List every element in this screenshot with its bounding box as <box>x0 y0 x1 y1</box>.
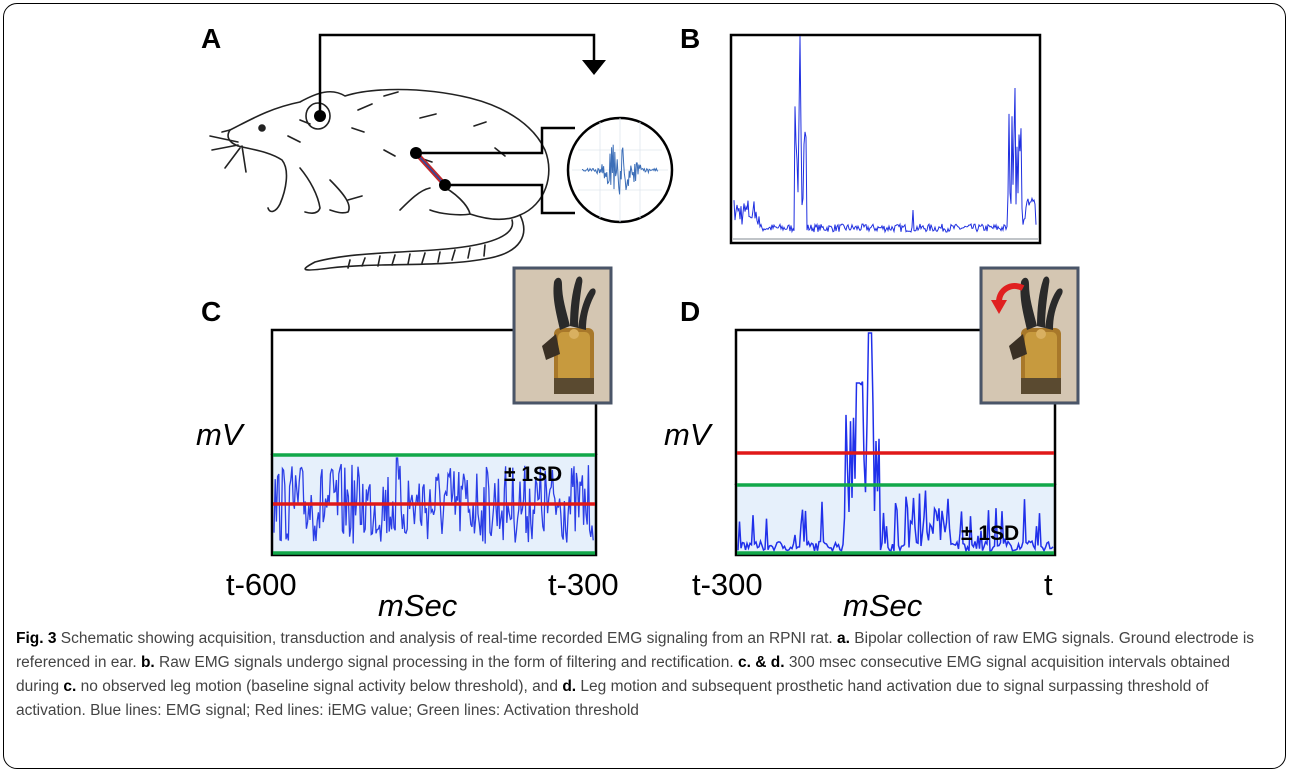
caption-cd-text: 300 msec consecutive EMG signal acquisit… <box>16 654 1230 695</box>
panel-c-x-unit: mSec <box>378 588 458 623</box>
figure-caption: Fig. 3 Schematic showing acquisition, tr… <box>16 627 1274 723</box>
caption-b-label: b. <box>140 654 155 671</box>
panel-label-a: A <box>201 23 222 54</box>
panel-d-x-end: t <box>1044 567 1053 602</box>
rotation-arrow-icon <box>991 282 1025 314</box>
caption-intro: Schematic showing acquisition, transduct… <box>60 630 833 647</box>
panel-d-y-unit: mV <box>664 417 711 452</box>
caption-d-label: d. <box>562 678 577 695</box>
caption-a-text: Bipolar collection of raw EMG signals. G… <box>16 630 1255 671</box>
panel-label-c: C <box>201 296 222 327</box>
panel-c-x-end: t-300 <box>548 567 619 602</box>
panel-d-x-start: t-300 <box>692 567 763 602</box>
caption-c-label: c. <box>63 678 77 695</box>
panel-d-sd-label: ± 1SD <box>961 522 1020 545</box>
panel-c-plot <box>270 328 598 557</box>
panel-c-y-unit: mV <box>196 417 243 452</box>
panel-d-plot <box>734 328 1057 557</box>
bipolar-electrodes <box>410 126 575 215</box>
caption-fig-label: Fig. 3 <box>16 630 57 647</box>
panel-c-sd-label: ± 1SD <box>504 463 563 486</box>
caption-a-label: a. <box>837 630 850 647</box>
rat-drawing-icon <box>209 88 550 271</box>
prosthetic-hand-icon <box>512 266 613 405</box>
prosthetic-hand-icon <box>979 266 1080 405</box>
panel-d-x-unit: mSec <box>843 588 923 623</box>
panel-b-plot <box>729 33 1042 245</box>
caption-cd-label: c. & d. <box>738 654 785 671</box>
figure-graphics <box>209 33 1080 557</box>
caption-d-text: Leg motion and subsequent prosthetic han… <box>16 678 1209 719</box>
panel-label-b: B <box>680 23 701 54</box>
caption-b-text: Raw EMG signals undergo signal processin… <box>159 654 734 671</box>
ground-electrode-wire <box>314 33 606 122</box>
emg-waveform-icon <box>566 116 674 224</box>
panel-label-d: D <box>680 296 701 327</box>
panel-c-x-start: t-600 <box>226 567 297 602</box>
caption-c-text: no observed leg motion (baseline signal … <box>80 678 558 695</box>
